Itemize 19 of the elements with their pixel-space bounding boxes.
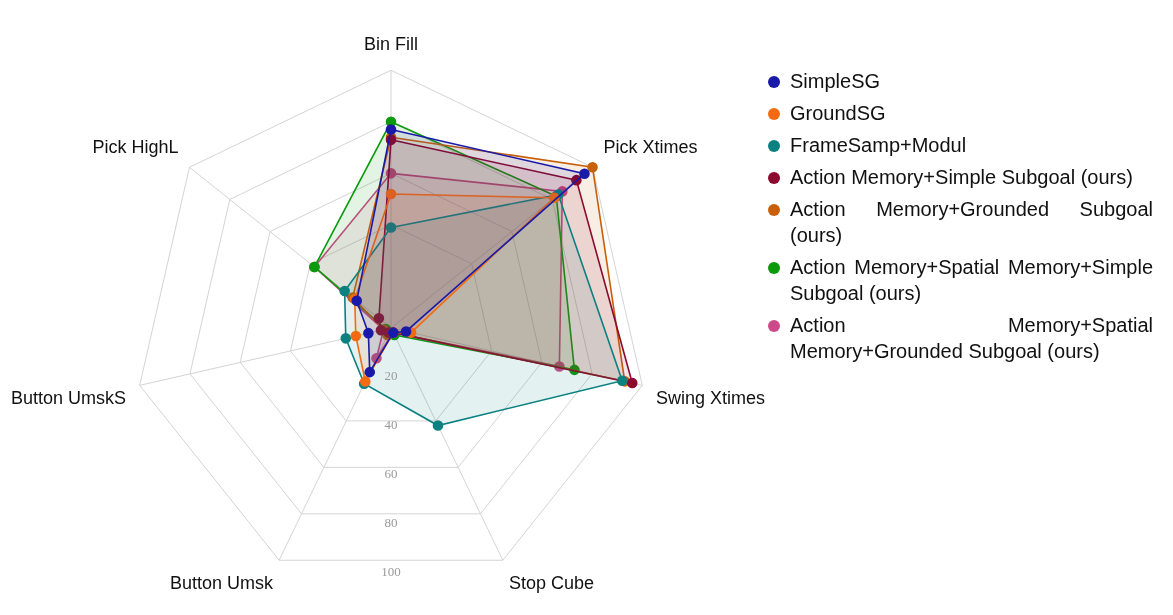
y-tick-label: 20 [384,368,398,384]
legend-label: Action Memory+Spatial Memory+Grounded Subgoal (ours) [790,313,1153,364]
spoke-label: Pick Xtimes [603,136,698,157]
legend-label: GroundSG [790,101,886,126]
y-tick-label: 80 [384,515,398,531]
spoke-label: Bin Fill [363,34,419,55]
spoke-label: Swing Xtimes [655,388,766,409]
spoke-label: Stop Cube [508,572,594,593]
legend-label: Action Memory+Grounded Subgoal (ours) [790,197,1153,248]
legend-label: Action Memory+Spatial Memory+Simple Subgoal (ours) [790,255,1153,306]
y-tick-label: 40 [384,417,398,433]
legend-label: SimpleSG [790,69,881,94]
y-tick-label: 60 [384,466,398,482]
spoke-label: Button UmskS [10,388,127,409]
y-tick-label: 100 [381,564,401,580]
legend-label: Action Memory+Simple Subgoal (ours) [790,165,1133,190]
spoke-label: Button Umsk [170,572,275,593]
legend-label: FrameSamp+Modul [790,133,967,158]
spoke-label: Pick HighL [92,136,179,157]
